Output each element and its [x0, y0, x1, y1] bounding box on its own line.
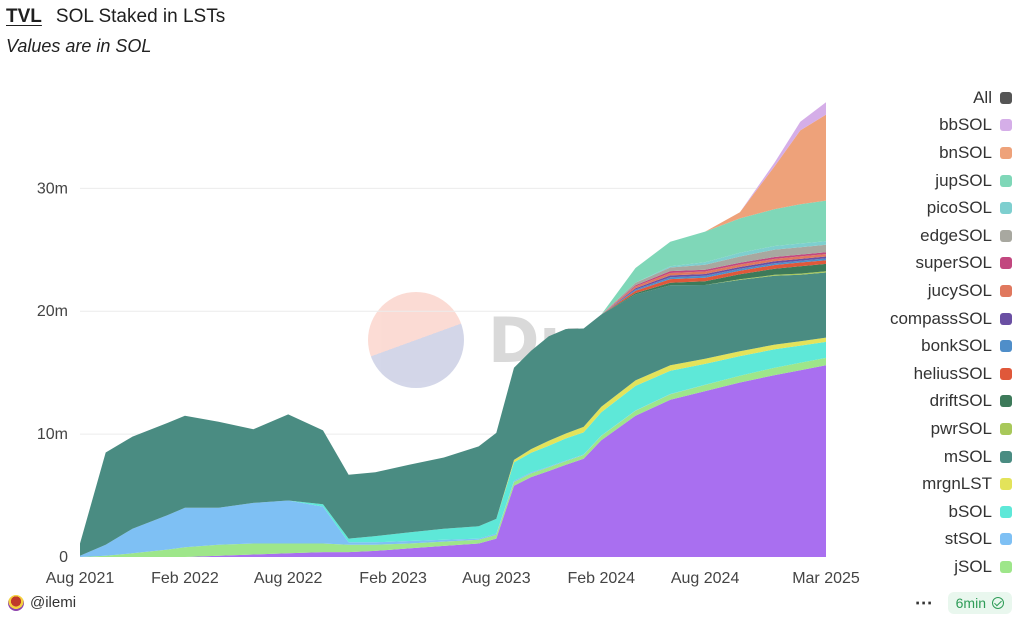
- legend-label: compassSOL: [889, 308, 992, 328]
- x-tick-label: Aug 2023: [462, 570, 531, 587]
- legend-swatch: [1000, 229, 1012, 242]
- legend-label: pwrSOL: [930, 418, 992, 438]
- y-tick-label: 0: [59, 549, 68, 566]
- legend-label: picoSOL: [926, 198, 992, 218]
- legend-item-stsol[interactable]: stSOL: [852, 526, 1012, 554]
- legend-label: driftSOL: [929, 391, 992, 411]
- footer-actions: ⋯ 6min: [915, 592, 1012, 614]
- chart-subtitle: Values are in SOL: [6, 36, 152, 56]
- legend-swatch: [1000, 119, 1012, 132]
- legend-label: edgeSOL: [920, 225, 992, 245]
- legend-swatch: [1000, 367, 1012, 380]
- legend-swatch: [1000, 174, 1012, 187]
- legend-label: heliusSOL: [913, 363, 992, 383]
- series-area-jupsol[interactable]: [80, 200, 826, 544]
- legend-item-jsol[interactable]: jSOL: [852, 553, 1012, 581]
- legend-label: bSOL: [948, 501, 992, 521]
- legend-swatch: [1000, 450, 1012, 463]
- legend-item-bsol[interactable]: bSOL: [852, 498, 1012, 526]
- legend-label: bonkSOL: [921, 336, 992, 356]
- legend-label: bbSOL: [939, 115, 992, 135]
- chart-title: SOL Staked in LSTs: [55, 6, 226, 27]
- legend-item-compasssol[interactable]: compassSOL: [852, 305, 1012, 333]
- x-tick-label: Feb 2022: [151, 570, 219, 587]
- legend-item-edgesol[interactable]: edgeSOL: [852, 222, 1012, 250]
- legend-label: mSOL: [943, 446, 992, 466]
- legend-item-mrgnlst[interactable]: mrgnLST: [852, 470, 1012, 498]
- series-area-stsol[interactable]: [80, 357, 826, 557]
- series-area-jsol[interactable]: [80, 357, 826, 557]
- title-row: TVL SOL Staked in LSTs: [6, 6, 225, 28]
- x-tick-label: Aug 2024: [671, 570, 740, 587]
- legend-label: All: [973, 87, 992, 107]
- series-area-bsol[interactable]: [80, 341, 826, 556]
- chart-legend: All bbSOL bnSOL jupSOL picoSOL edgeSOL superSO…: [852, 84, 1012, 581]
- legend-label: jupSOL: [935, 170, 992, 190]
- x-tick-label: Feb 2023: [359, 570, 427, 587]
- legend-item-heliussol[interactable]: heliusSOL: [852, 360, 1012, 388]
- legend-swatch: [1000, 312, 1012, 325]
- series-area-all[interactable]: [80, 365, 826, 557]
- legend-item-bnsol[interactable]: bnSOL: [852, 139, 1012, 167]
- series-area-msol[interactable]: [80, 272, 826, 556]
- stacked-area-chart[interactable]: 0 10m 20m 30m Aug 2021 Feb 2022 Aug 2022 Feb 20…: [0, 0, 900, 600]
- legend-swatch: [1000, 257, 1012, 270]
- legend-swatch: [1000, 560, 1012, 573]
- legend-swatch: [1000, 340, 1012, 353]
- legend-swatch: [1000, 533, 1012, 546]
- legend-swatch: [1000, 505, 1012, 518]
- y-tick-label: 20m: [37, 303, 68, 320]
- legend-swatch: [1000, 146, 1012, 159]
- avatar: [8, 594, 24, 611]
- x-tick-label: Aug 2022: [254, 570, 323, 587]
- y-tick-label: 30m: [37, 180, 68, 197]
- chart-header: TVL SOL Staked in LSTs Values are in SOL: [6, 6, 225, 57]
- legend-swatch: [1000, 284, 1012, 297]
- legend-label: jucySOL: [927, 280, 992, 300]
- x-tick-label: Feb 2024: [567, 570, 635, 587]
- refresh-label: 6min: [955, 595, 986, 611]
- y-tick-label: 10m: [37, 426, 68, 443]
- x-tick-label: Aug 2021: [46, 570, 115, 587]
- legend-label: stSOL: [944, 529, 992, 549]
- legend-swatch: [1000, 91, 1012, 104]
- ellipsis-icon[interactable]: ⋯: [914, 592, 934, 613]
- legend-item-bonksol[interactable]: bonkSOL: [852, 332, 1012, 360]
- legend-swatch: [1000, 395, 1012, 408]
- x-tick-label: Mar 2025: [792, 570, 860, 587]
- refresh-status-button[interactable]: 6min: [947, 592, 1012, 614]
- legend-label: bnSOL: [939, 142, 992, 162]
- legend-item-bbsol[interactable]: bbSOL: [852, 112, 1012, 140]
- legend-label: mrgnLST: [922, 474, 992, 494]
- legend-item-msol[interactable]: mSOL: [852, 443, 1012, 471]
- legend-item-driftsol[interactable]: driftSOL: [852, 388, 1012, 416]
- author-info[interactable]: @ilemi: [8, 594, 76, 611]
- author-handle[interactable]: @ilemi: [30, 594, 77, 611]
- tab-tvl[interactable]: TVL: [6, 6, 42, 27]
- legend-item-all[interactable]: All: [852, 84, 1012, 112]
- legend-swatch: [1000, 478, 1012, 491]
- legend-swatch: [1000, 202, 1012, 215]
- legend-label: jSOL: [954, 556, 992, 576]
- legend-item-jucysol[interactable]: jucySOL: [852, 277, 1012, 305]
- legend-swatch: [1000, 422, 1012, 435]
- legend-item-jupsol[interactable]: jupSOL: [852, 167, 1012, 195]
- legend-item-pwrsol[interactable]: pwrSOL: [852, 415, 1012, 443]
- check-circle-icon: [992, 597, 1004, 609]
- legend-label: superSOL: [915, 253, 992, 273]
- legend-item-supersol[interactable]: superSOL: [852, 250, 1012, 278]
- legend-item-picosol[interactable]: picoSOL: [852, 194, 1012, 222]
